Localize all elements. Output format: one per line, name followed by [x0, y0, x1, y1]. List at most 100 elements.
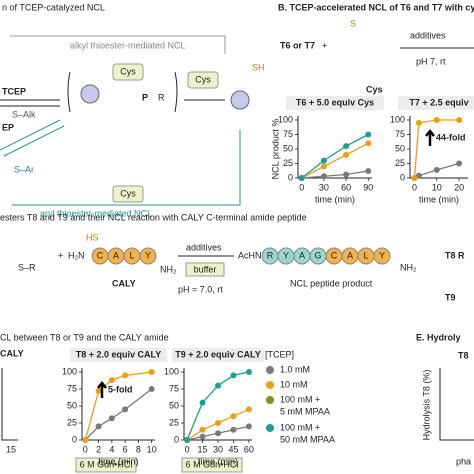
bracket — [67, 71, 178, 113]
label: Cys — [366, 84, 383, 94]
label: pha — [456, 456, 471, 466]
x-tick-label: 10 — [147, 444, 157, 454]
reagent-box — [112, 185, 144, 203]
data-point — [343, 151, 350, 158]
y-tick-label: 75 — [283, 129, 293, 139]
data-point — [95, 423, 102, 430]
x-tick-label: 20 — [454, 182, 464, 192]
x-tick-label: 4 — [109, 444, 114, 454]
title-box — [286, 96, 384, 110]
label: T8 — [458, 350, 469, 360]
x-tick-label: 30 — [213, 444, 223, 454]
x-tick-label: 0 — [185, 444, 190, 454]
data-point — [199, 399, 206, 406]
label: aryl thioester-mediated NCL — [40, 208, 152, 218]
y-tick-label: 100 — [164, 366, 179, 376]
label: T6 or T7 — [280, 40, 315, 50]
residue-label: A — [347, 250, 353, 260]
label: CALY — [112, 278, 136, 288]
x-tick-label: 10 — [432, 182, 442, 192]
data-point — [108, 377, 115, 384]
legend-marker — [266, 366, 274, 374]
y-tick-label: 0 — [174, 434, 179, 444]
legend-label: 100 mM + — [280, 394, 320, 404]
x-tick-label: 30 — [319, 182, 329, 192]
residue-label: C — [331, 250, 338, 260]
label: 6 M Gdn•HCl — [186, 459, 239, 469]
label: pH 7, rt — [416, 56, 446, 66]
data-point — [365, 168, 372, 175]
residue-label: L — [129, 250, 134, 260]
y-tick-label: 25 — [283, 158, 293, 168]
residue-label: C — [97, 250, 104, 260]
data-point — [245, 423, 252, 430]
data-point — [411, 175, 418, 181]
legend-marker — [266, 424, 274, 432]
data-point — [365, 131, 372, 138]
data-point — [245, 369, 252, 375]
data-point — [343, 143, 350, 150]
group-circle — [80, 84, 100, 104]
data-point — [215, 382, 221, 389]
data-point — [82, 437, 89, 443]
label: CALY — [0, 348, 24, 358]
data-point — [320, 157, 327, 164]
legend-label: 1.0 mM — [280, 364, 310, 374]
group-circle — [230, 90, 250, 110]
axis — [1, 368, 18, 441]
series-line — [84, 388, 153, 441]
label: R — [158, 92, 165, 102]
y-tick-label: 50 — [169, 400, 179, 410]
label: + — [322, 40, 327, 50]
chart-title: T8 + 2.0 equiv CALY — [76, 349, 161, 359]
series-line — [186, 371, 250, 441]
label: NCL peptide product — [290, 278, 373, 288]
arrow — [425, 128, 435, 146]
chart-title: T9 + 2.0 equiv CALY — [175, 349, 260, 359]
data-point — [215, 430, 221, 437]
data-point — [245, 406, 252, 413]
y-tick-label: 50 — [283, 143, 293, 153]
x-tick-label: 8 — [136, 444, 141, 454]
x-tick-label: 60 — [244, 444, 254, 454]
data-point — [122, 406, 129, 413]
y-tick-label: 100 — [390, 114, 405, 124]
label: S–Ar — [14, 164, 34, 174]
chart-title: T6 + 5.0 equiv Cys — [296, 97, 374, 107]
label: + — [58, 250, 63, 260]
data-point — [433, 117, 440, 123]
x-axis-label: time (min) — [419, 194, 459, 204]
y-tick-label: 0 — [72, 434, 77, 444]
data-point — [433, 166, 440, 173]
data-point — [122, 372, 129, 379]
y-tick-label: 25 — [395, 158, 405, 168]
data-point — [95, 388, 102, 395]
x-tick-label: 45 — [228, 444, 238, 454]
legend-label: 100 mM + — [280, 422, 320, 432]
label: NH₂ — [400, 262, 417, 272]
y-tick-label: 100 — [278, 114, 293, 124]
label: NH₂ — [160, 264, 177, 274]
y-tick-label: 75 — [169, 383, 179, 393]
data-point — [230, 426, 237, 433]
y-tick-label: 25 — [67, 417, 77, 427]
reagent-box — [187, 71, 219, 89]
y-tick-label: 75 — [67, 383, 77, 393]
arrow — [0, 99, 60, 107]
arrow — [97, 380, 107, 398]
legend-label: 50 mM MPAA — [280, 434, 335, 444]
series-line — [301, 142, 369, 179]
arrow — [0, 119, 65, 157]
data-point — [415, 119, 422, 126]
data-point — [148, 369, 155, 375]
panel-title: CL between T8 or T9 and the CALY amide — [0, 332, 169, 342]
x-axis-label: time (min) — [198, 456, 238, 466]
legend-marker — [266, 381, 274, 389]
axis — [439, 368, 474, 441]
x-tick-label: 15 — [198, 444, 208, 454]
y-tick-label: 50 — [395, 143, 405, 153]
label: pH = 7.0, rt — [178, 284, 223, 294]
label: Cys — [120, 66, 136, 76]
label: additives — [186, 242, 222, 252]
